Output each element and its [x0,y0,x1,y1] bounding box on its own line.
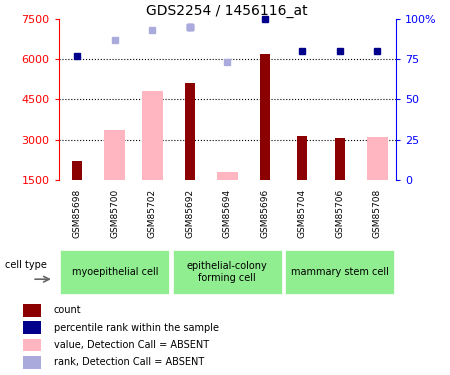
Text: GSM85692: GSM85692 [185,189,194,238]
Bar [142,92,162,180]
Bar [297,136,307,180]
Text: percentile rank within the sample: percentile rank within the sample [54,323,219,333]
Text: rank, Detection Call = ABSENT: rank, Detection Call = ABSENT [54,357,204,368]
Bar [22,304,40,317]
Text: count: count [54,305,81,315]
Bar [104,130,125,180]
Text: value, Detection Call = ABSENT: value, Detection Call = ABSENT [54,340,209,350]
Text: GSM85702: GSM85702 [148,189,157,238]
Bar [22,339,40,351]
Bar [173,250,282,294]
Bar [367,137,387,180]
Bar [285,250,394,294]
Text: epithelial-colony
forming cell: epithelial-colony forming cell [187,261,268,283]
Bar [72,161,82,180]
Text: myoepithelial cell: myoepithelial cell [72,267,158,277]
Text: GSM85706: GSM85706 [335,189,344,238]
Text: GSM85708: GSM85708 [373,189,382,238]
Bar [335,138,345,180]
Text: GSM85694: GSM85694 [223,189,232,238]
Text: GSM85696: GSM85696 [260,189,269,238]
Bar [22,321,40,334]
Bar [22,356,40,369]
Title: GDS2254 / 1456116_at: GDS2254 / 1456116_at [146,4,308,18]
Bar [184,83,195,180]
Text: GSM85700: GSM85700 [110,189,119,238]
Text: GSM85698: GSM85698 [73,189,82,238]
Bar [260,54,270,180]
Bar [217,172,238,180]
Text: cell type: cell type [4,260,46,270]
Text: mammary stem cell: mammary stem cell [291,267,389,277]
Bar [60,250,169,294]
Text: GSM85704: GSM85704 [298,189,307,238]
